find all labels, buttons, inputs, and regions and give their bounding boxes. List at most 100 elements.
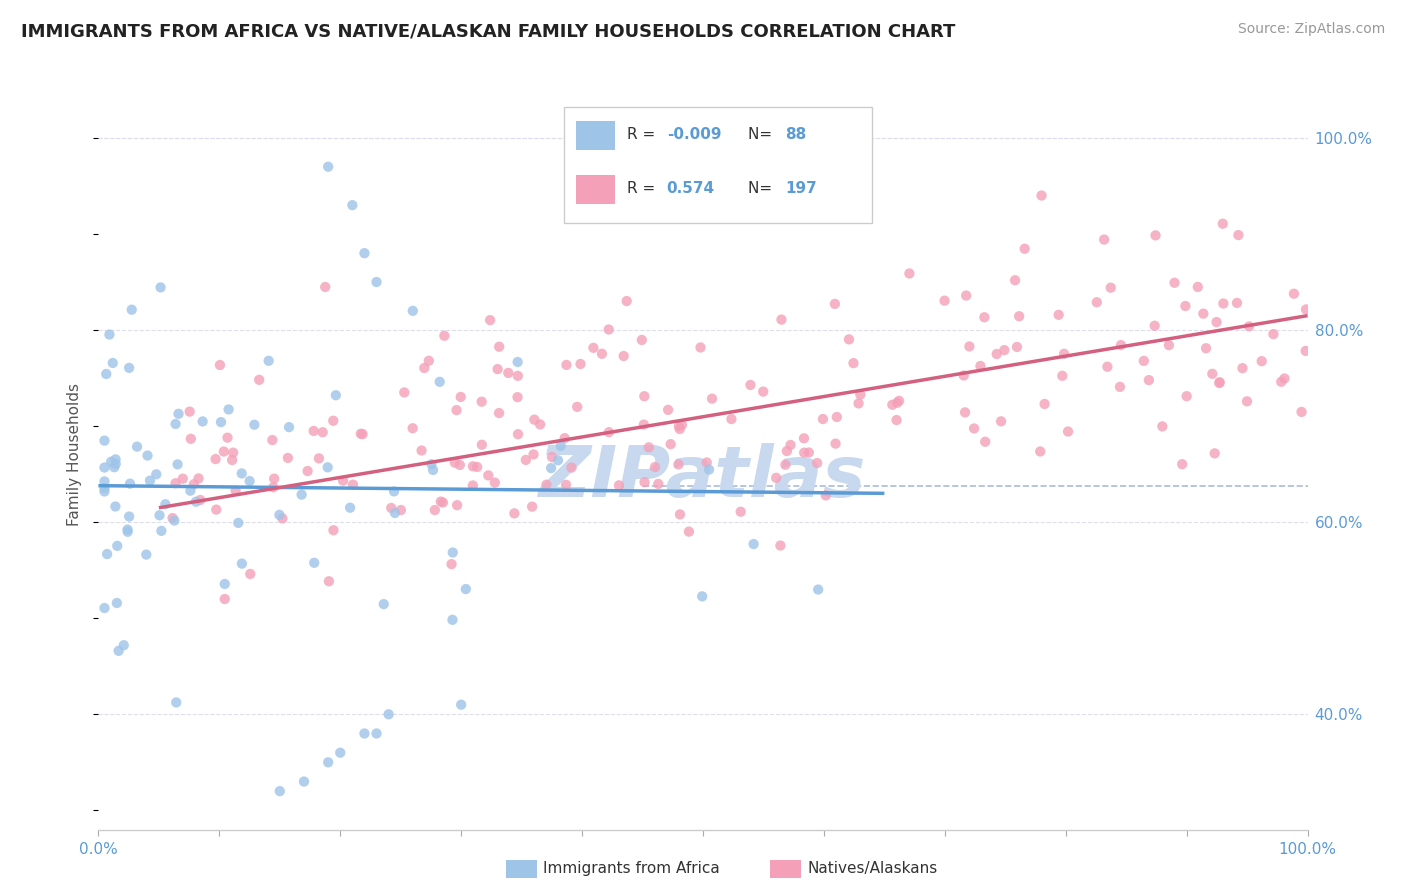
Point [423, 503, 446, 517]
Point [536, 477, 558, 491]
Point [222, 445, 245, 459]
Point [430, 494, 453, 508]
Point [302, 424, 325, 438]
Point [598, 425, 620, 439]
Point [302, 556, 325, 570]
Point [633, 389, 655, 403]
Point [720, 412, 742, 426]
Point [825, 410, 848, 425]
Point [441, 545, 464, 559]
Point [1171, 457, 1194, 471]
Point [953, 405, 976, 419]
Point [934, 293, 956, 308]
Point [678, 524, 700, 539]
Point [1097, 359, 1119, 374]
Point [450, 390, 472, 404]
Point [98, 327, 121, 342]
Point [1212, 296, 1234, 310]
Point [450, 698, 472, 712]
Point [93, 601, 115, 615]
Point [1295, 302, 1317, 317]
Y-axis label: Family Households: Family Households [67, 384, 83, 526]
Point [104, 452, 127, 467]
Point [797, 445, 820, 459]
Point [633, 417, 655, 432]
Point [547, 453, 569, 467]
Point [402, 303, 425, 318]
Point [172, 472, 194, 486]
Point [277, 450, 299, 465]
Point [314, 280, 336, 294]
Point [540, 461, 562, 475]
Point [793, 445, 815, 459]
Point [555, 477, 578, 491]
Point [647, 476, 669, 491]
Point [380, 500, 402, 515]
Point [101, 356, 124, 370]
Point [191, 414, 214, 428]
Point [1270, 375, 1292, 389]
Point [446, 498, 468, 512]
Point [93, 484, 115, 499]
Point [503, 507, 526, 521]
Point [461, 478, 484, 492]
Point [561, 460, 583, 475]
Point [775, 458, 797, 472]
Point [522, 447, 544, 461]
Point [257, 353, 280, 368]
Point [243, 417, 266, 432]
Point [1053, 347, 1076, 361]
Point [730, 505, 752, 519]
Point [613, 349, 636, 363]
Point [139, 474, 162, 488]
Point [411, 443, 433, 458]
Text: 0.574: 0.574 [666, 181, 714, 196]
Point [1092, 233, 1115, 247]
Point [696, 455, 718, 469]
Point [221, 453, 243, 467]
Point [446, 403, 468, 417]
Point [420, 458, 443, 472]
Point [477, 468, 499, 483]
Point [269, 508, 291, 522]
Point [121, 302, 143, 317]
Point [569, 357, 592, 371]
Point [1004, 273, 1026, 287]
Point [382, 484, 405, 499]
Point [616, 293, 638, 308]
Point [1137, 373, 1160, 387]
Point [225, 483, 247, 498]
Point [607, 478, 630, 492]
Point [793, 431, 815, 445]
Point [318, 574, 340, 589]
Text: 88: 88 [785, 127, 807, 142]
Point [297, 464, 319, 478]
Point [659, 437, 682, 451]
Point [204, 452, 226, 467]
Point [1057, 425, 1080, 439]
Point [769, 539, 792, 553]
Point [1274, 371, 1296, 385]
Point [312, 425, 335, 440]
Point [1237, 319, 1260, 334]
Point [429, 375, 451, 389]
Point [135, 548, 157, 562]
Point [1205, 315, 1227, 329]
Point [1157, 338, 1180, 352]
Point [1109, 380, 1132, 394]
Text: Source: ZipAtlas.com: Source: ZipAtlas.com [1237, 22, 1385, 37]
Text: N=: N= [748, 181, 776, 196]
Point [262, 433, 284, 447]
Point [96, 547, 118, 561]
Point [498, 366, 520, 380]
Point [955, 288, 977, 302]
Point [441, 613, 464, 627]
Point [350, 426, 373, 441]
Point [806, 456, 828, 470]
Point [1005, 340, 1028, 354]
Point [183, 477, 205, 491]
Point [506, 368, 529, 383]
Point [848, 396, 870, 410]
Point [342, 198, 364, 212]
Point [125, 440, 148, 454]
